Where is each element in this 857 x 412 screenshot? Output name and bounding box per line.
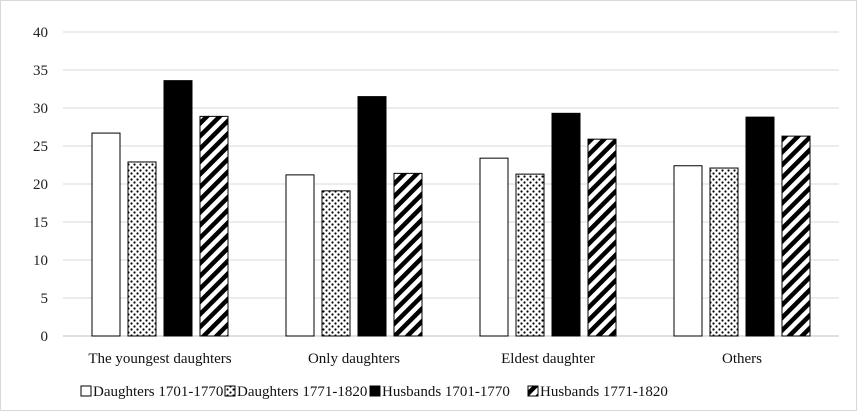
y-tick-label: 40	[33, 25, 48, 41]
bar	[393, 172, 423, 337]
legend: Daughters 1701-1770 Daughters 1771-1820 Hu…	[80, 384, 668, 400]
legend-label: Daughters 1771-1820	[237, 384, 367, 400]
y-tick-label: 25	[33, 139, 48, 155]
legend-label: Husbands 1771-1820	[540, 384, 668, 400]
bar	[285, 174, 315, 337]
x-axis-category-labels: The youngest daughters Only daughters Elde…	[88, 351, 762, 367]
bar	[587, 138, 617, 337]
legend-label: Daughters 1701-1770	[93, 384, 223, 400]
bar	[321, 190, 351, 337]
legend-swatch	[224, 385, 236, 397]
legend-label: Husbands 1701-1770	[382, 384, 510, 400]
bar	[515, 173, 545, 337]
y-tick-label: 0	[41, 329, 49, 345]
bar	[479, 157, 509, 337]
bar	[551, 112, 581, 337]
y-tick-label: 20	[33, 177, 48, 193]
y-axis-ticks: 0 5 10 15 20 25 30 35 40	[33, 25, 48, 345]
bar	[709, 167, 739, 337]
x-category-label: Others	[722, 351, 762, 367]
bar	[673, 165, 703, 337]
bar	[127, 161, 157, 337]
bar	[163, 80, 193, 337]
legend-swatch	[80, 385, 92, 397]
bars	[91, 80, 811, 337]
y-tick-label: 30	[33, 101, 48, 117]
x-category-label: Only daughters	[308, 351, 400, 367]
y-tick-label: 10	[33, 253, 48, 269]
bar	[357, 96, 387, 337]
y-tick-label: 5	[41, 291, 49, 307]
bar	[91, 132, 121, 337]
bar	[781, 135, 811, 337]
bar	[199, 115, 229, 337]
legend-swatch	[369, 385, 381, 397]
y-tick-label: 35	[33, 63, 48, 79]
legend-swatch	[527, 385, 539, 397]
y-tick-label: 15	[33, 215, 48, 231]
bar	[745, 116, 775, 337]
x-category-label: The youngest daughters	[88, 351, 231, 367]
x-category-label: Eldest daughter	[501, 351, 595, 367]
